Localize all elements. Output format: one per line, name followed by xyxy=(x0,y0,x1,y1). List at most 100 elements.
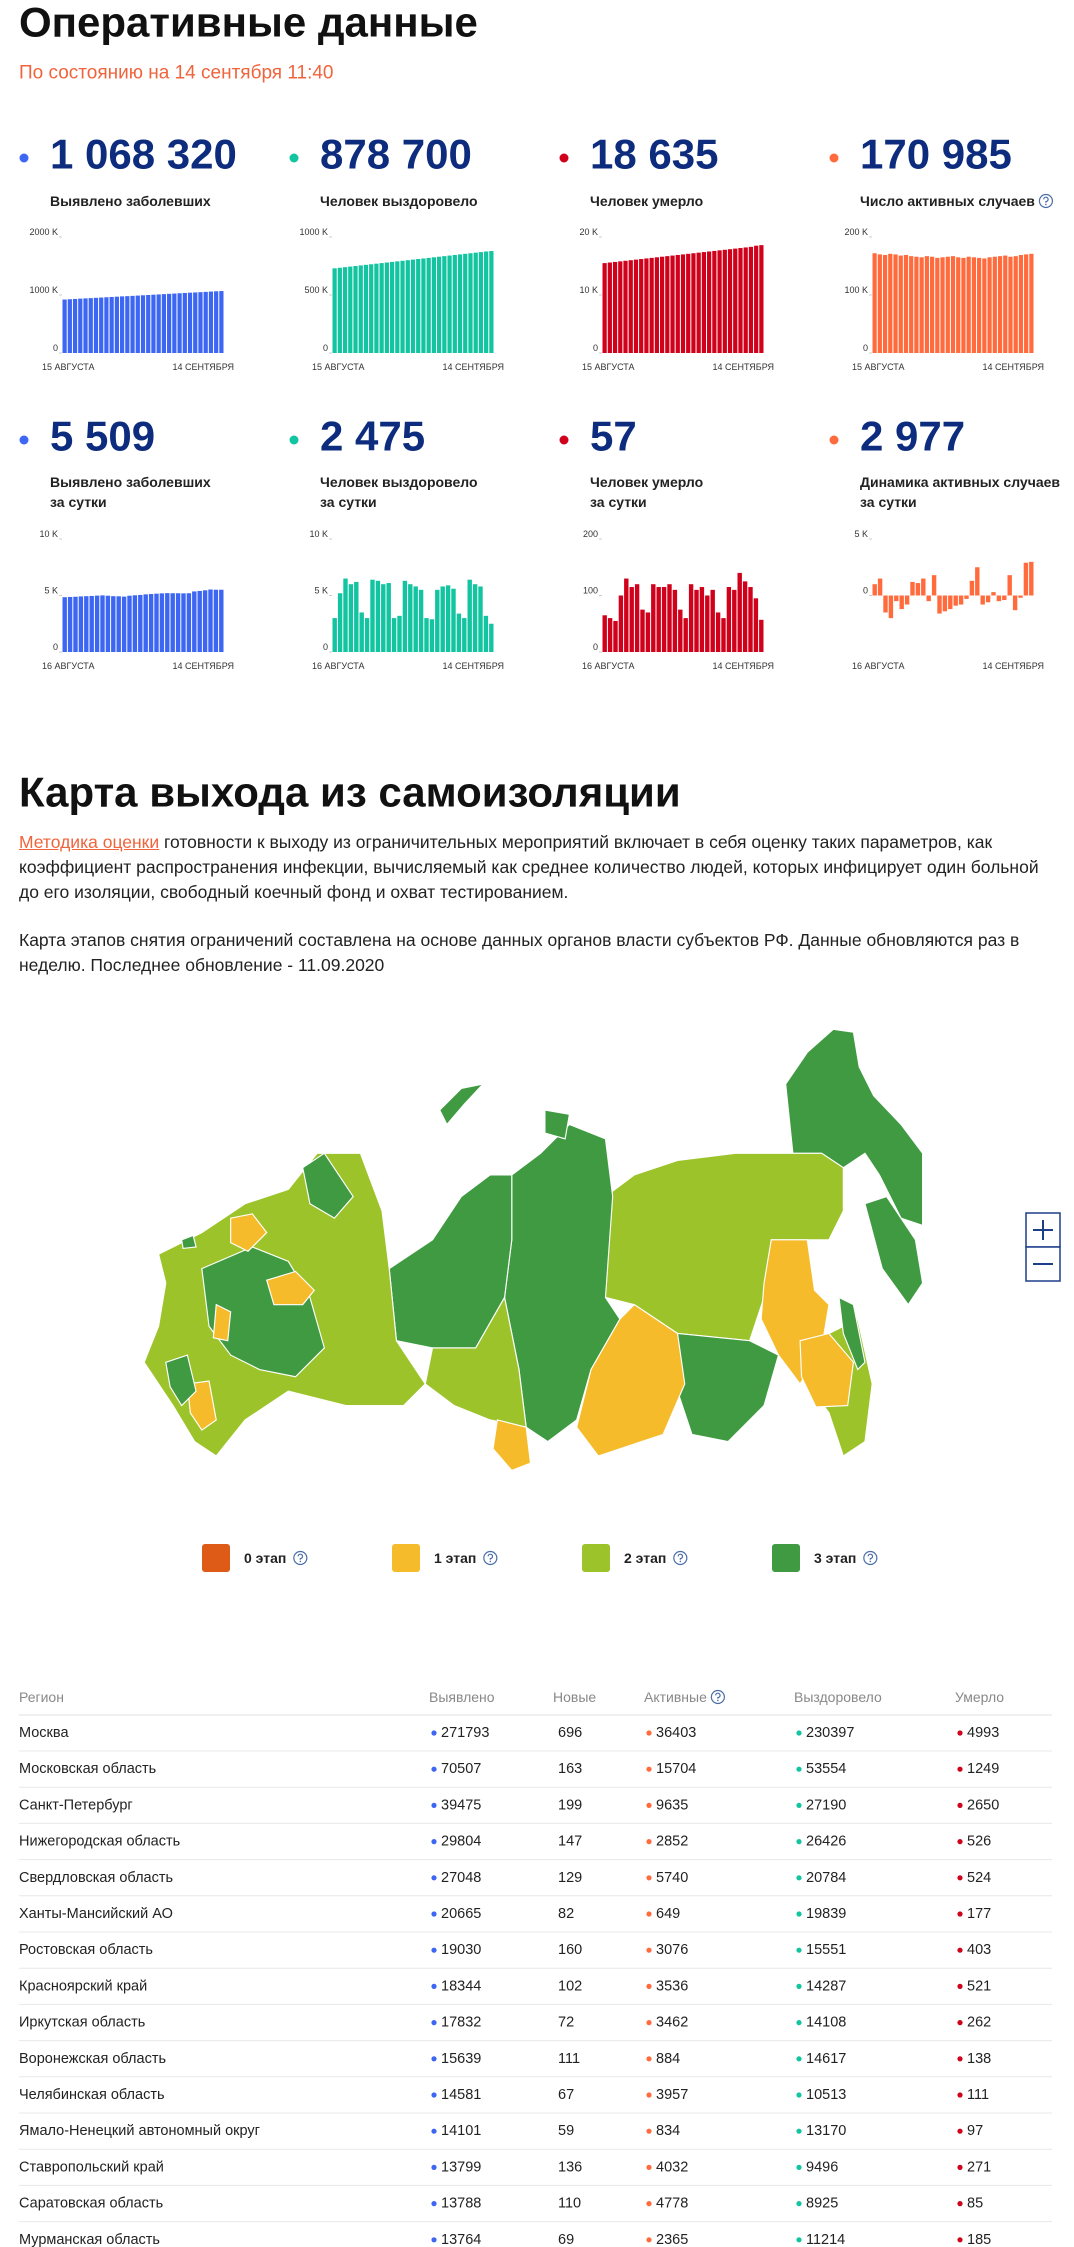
indicator-dot xyxy=(19,153,29,163)
stat-value: 2 977 xyxy=(860,413,965,460)
table-cell: 18344 xyxy=(441,1978,481,1994)
table-cell: 262 xyxy=(967,2015,991,2031)
stat-label: Человек выздоровело xyxy=(320,193,478,209)
bar xyxy=(888,595,894,619)
cell-dot xyxy=(796,1947,802,1953)
bar xyxy=(463,253,468,353)
table-header: Активные xyxy=(644,1689,707,1705)
x-tick-label: 16 АВГУСТА xyxy=(852,661,905,671)
legend-label: 0 этап xyxy=(244,1550,286,1566)
bar xyxy=(111,596,116,652)
cell-dot xyxy=(957,1875,963,1881)
bar xyxy=(1003,255,1008,353)
bar xyxy=(985,595,991,603)
bar xyxy=(369,264,374,353)
bar xyxy=(114,296,119,353)
bar xyxy=(909,256,914,353)
x-tick-label: 14 СЕНТЯБРЯ xyxy=(172,362,234,372)
table-cell: 17832 xyxy=(441,2015,481,2031)
bar xyxy=(67,596,73,652)
bar xyxy=(138,594,143,652)
table-cell: 9496 xyxy=(806,2159,838,2175)
zoom-controls[interactable] xyxy=(1025,1212,1061,1282)
x-tick-label: 15 АВГУСТА xyxy=(852,362,905,372)
help-icon xyxy=(483,1550,498,1566)
bar xyxy=(727,249,733,353)
bar xyxy=(159,593,165,652)
map-region xyxy=(492,1419,532,1472)
bar xyxy=(982,258,987,353)
bar xyxy=(753,598,759,652)
table-cell: 69 xyxy=(558,2232,574,2247)
table-cell: 14617 xyxy=(806,2051,846,2067)
cell-dot xyxy=(646,2237,652,2243)
stat-label: Человек умерло xyxy=(590,474,703,490)
cell-dot xyxy=(646,2056,652,2062)
method-link[interactable]: Методика оценки xyxy=(19,832,160,852)
table-cell: 97 xyxy=(967,2123,983,2139)
cell-dot xyxy=(646,1911,652,1917)
table-cell: 70507 xyxy=(441,1761,481,1777)
table-cell: 59 xyxy=(558,2123,574,2139)
table-cell: 3462 xyxy=(656,2015,688,2031)
cell-dot xyxy=(957,2092,963,2098)
table-cell: 138 xyxy=(967,2051,991,2067)
cell-dot xyxy=(957,2056,963,2062)
y-tick-label: 200 xyxy=(583,529,598,539)
bar xyxy=(651,584,656,652)
zoom-in-icon xyxy=(1033,1220,1053,1240)
table-header: Регион xyxy=(19,1689,64,1705)
bar xyxy=(154,593,159,652)
table-cell: 524 xyxy=(967,1870,991,1886)
indicator-dot xyxy=(289,153,299,163)
cell-dot xyxy=(796,2201,802,2207)
bar xyxy=(370,579,375,652)
bar xyxy=(148,594,154,652)
region-name: Свердловская область xyxy=(19,1870,173,1886)
cell-dot xyxy=(957,1911,963,1917)
table-cell: 13170 xyxy=(806,2123,846,2139)
table-cell: 199 xyxy=(558,1797,582,1813)
bar xyxy=(696,252,701,353)
bar xyxy=(67,299,72,353)
table-cell: 177 xyxy=(967,1906,991,1922)
x-tick-label: 14 СЕНТЯБРЯ xyxy=(712,362,774,372)
bar xyxy=(143,594,148,652)
y-tick-label: 5 K xyxy=(314,586,328,596)
table-cell: 136 xyxy=(558,2159,582,2175)
bar xyxy=(899,595,904,610)
bar xyxy=(219,291,224,353)
bar xyxy=(467,579,472,652)
cell-dot xyxy=(957,1802,963,1808)
stat-value: 5 509 xyxy=(50,413,155,460)
y-tick-label: 100 xyxy=(583,586,598,596)
bar xyxy=(473,252,478,353)
cell-dot xyxy=(957,1766,963,1772)
help-icon xyxy=(1038,193,1054,209)
bar xyxy=(472,584,478,652)
table-cell: 834 xyxy=(656,2123,680,2139)
legend-label: 2 этап xyxy=(624,1550,666,1566)
help-glyph xyxy=(297,1553,304,1560)
x-tick-label: 14 СЕНТЯБРЯ xyxy=(442,362,504,372)
y-tick-label: 10 K xyxy=(309,529,328,539)
cell-dot xyxy=(957,1947,963,1953)
bar xyxy=(872,584,877,596)
map-note: Карта этапов снятия ограничений составле… xyxy=(19,930,1020,975)
cell-dot xyxy=(796,1802,802,1808)
bar xyxy=(872,253,877,353)
cell-dot xyxy=(431,1802,437,1808)
table-cell: 230397 xyxy=(806,1725,854,1741)
bar xyxy=(966,256,971,353)
cell-dot xyxy=(796,2164,802,2170)
bar xyxy=(950,256,956,353)
cell-dot xyxy=(796,1875,802,1881)
bar xyxy=(73,596,78,652)
bar xyxy=(127,595,132,652)
bar xyxy=(192,591,197,652)
bar xyxy=(440,586,445,652)
bar xyxy=(948,595,953,610)
bar xyxy=(483,615,489,652)
table-cell: 36403 xyxy=(656,1725,696,1741)
bar xyxy=(426,257,431,353)
